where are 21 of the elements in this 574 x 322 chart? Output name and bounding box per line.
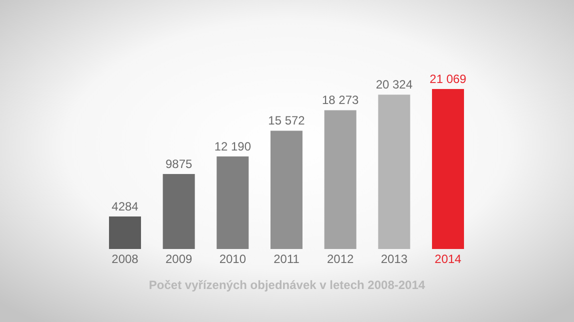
- bar: [324, 110, 356, 249]
- data-label: 12 190: [214, 139, 252, 154]
- data-label: 9875: [165, 157, 193, 172]
- x-tick-label: 2012: [326, 252, 354, 266]
- x-tick-label: 2010: [219, 252, 246, 266]
- x-tick-label: 2009: [165, 252, 193, 266]
- x-tick-label: 2013: [380, 252, 408, 266]
- data-label: 18 273: [322, 93, 360, 108]
- data-label: 4284: [112, 199, 139, 214]
- bar: [270, 130, 302, 249]
- x-tick-label: 2011: [274, 252, 300, 266]
- data-label: 15 572: [268, 114, 306, 128]
- bar: [216, 156, 249, 249]
- bar: [109, 216, 141, 249]
- x-tick-label: 2014: [434, 252, 462, 266]
- bar: [162, 174, 195, 249]
- bar: [378, 94, 410, 249]
- x-tick-label: 2008: [112, 252, 139, 266]
- bar: [432, 89, 464, 249]
- data-label: 20 324: [376, 78, 413, 92]
- data-label: 21 069: [430, 72, 467, 86]
